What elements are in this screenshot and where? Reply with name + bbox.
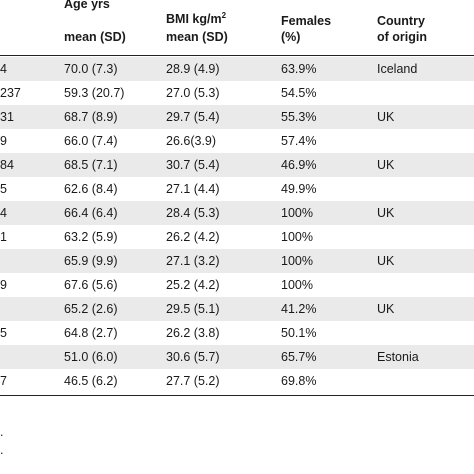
cell-age: 63.2 (5.9) xyxy=(64,230,118,244)
cell-females: 100% xyxy=(281,206,313,220)
row-band xyxy=(0,105,474,129)
cell-females: 54.5% xyxy=(281,86,317,100)
cell-females: 50.1% xyxy=(281,326,317,340)
footnote: . xyxy=(0,425,4,439)
cell-n: 7 xyxy=(0,374,7,388)
cell-females: 55.3% xyxy=(281,110,317,124)
row-band xyxy=(0,153,474,177)
table-row: 7 46.5 (6.2) 27.7 (5.2) 69.8% xyxy=(0,369,474,393)
cell-age: 46.5 (6.2) xyxy=(64,374,118,388)
cell-age: 66.4 (6.4) xyxy=(64,206,118,220)
cell-bmi: 25.2 (4.2) xyxy=(166,278,220,292)
cell-females: 100% xyxy=(281,230,313,244)
cell-bmi: 29.5 (5.1) xyxy=(166,302,220,316)
cell-n: 84 xyxy=(0,158,14,172)
cell-age: 67.6 (5.6) xyxy=(64,278,118,292)
cell-bmi: 28.4 (5.3) xyxy=(166,206,220,220)
cell-females: 41.2% xyxy=(281,302,317,316)
cell-n: 4 xyxy=(0,62,7,76)
cell-country: Iceland xyxy=(377,62,418,76)
cell-country: UK xyxy=(377,158,395,172)
country-subheader: of origin xyxy=(377,30,427,44)
row-band xyxy=(0,249,474,273)
table-row: 84 68.5 (7.1) 30.7 (5.4) 46.9% UK xyxy=(0,153,474,177)
age-header: Age yrs xyxy=(64,0,110,11)
cell-age: 62.6 (8.4) xyxy=(64,182,118,196)
cell-country: UK xyxy=(377,254,395,268)
table-row: 9 66.0 (7.4) 26.6(3.9) 57.4% xyxy=(0,129,474,153)
cell-age: 68.7 (8.9) xyxy=(64,110,118,124)
cell-females: 57.4% xyxy=(281,134,317,148)
cell-n: 9 xyxy=(0,134,7,148)
header-rule xyxy=(0,55,474,56)
cell-age: 68.5 (7.1) xyxy=(64,158,118,172)
cell-females: 46.9% xyxy=(281,158,317,172)
cell-age: 70.0 (7.3) xyxy=(64,62,118,76)
cell-country: UK xyxy=(377,206,395,220)
females-subheader: (%) xyxy=(281,30,301,44)
cell-n: 5 xyxy=(0,182,7,196)
footnote: . xyxy=(0,443,4,457)
cell-bmi: 26.2 (4.2) xyxy=(166,230,220,244)
row-band xyxy=(0,57,474,81)
cell-females: 100% xyxy=(281,278,313,292)
bmi-header: BMI kg/m2 xyxy=(166,12,226,27)
cell-age: 65.2 (2.6) xyxy=(64,302,118,316)
cell-females: 63.9% xyxy=(281,62,317,76)
cell-bmi: 29.7 (5.4) xyxy=(166,110,220,124)
table-row: 31 68.7 (8.9) 29.7 (5.4) 55.3% UK xyxy=(0,105,474,129)
cell-n: 1 xyxy=(0,230,7,244)
cell-age: 65.9 (9.9) xyxy=(64,254,118,268)
cell-bmi: 26.6(3.9) xyxy=(166,134,217,148)
cell-bmi: 27.1 (4.4) xyxy=(166,182,220,196)
table-row: 5 62.6 (8.4) 27.1 (4.4) 49.9% xyxy=(0,177,474,201)
table-row: 65.9 (9.9) 27.1 (3.2) 100% UK xyxy=(0,249,474,273)
table-row: 5 64.8 (2.7) 26.2 (3.8) 50.1% xyxy=(0,321,474,345)
cell-bmi: 27.1 (3.2) xyxy=(166,254,220,268)
cell-bmi: 27.0 (5.3) xyxy=(166,86,220,100)
bmi-superscript: 2 xyxy=(221,11,227,20)
table-row: 65.2 (2.6) 29.5 (5.1) 41.2% UK xyxy=(0,297,474,321)
cell-females: 49.9% xyxy=(281,182,317,196)
bottom-rule xyxy=(0,395,474,396)
females-header: Females xyxy=(281,14,332,28)
bmi-subheader: mean (SD) xyxy=(166,30,228,44)
cell-bmi: 30.6 (5.7) xyxy=(166,350,220,364)
row-band xyxy=(0,201,474,225)
cell-country: Estonia xyxy=(377,350,419,364)
cell-age: 66.0 (7.4) xyxy=(64,134,118,148)
cell-age: 51.0 (6.0) xyxy=(64,350,118,364)
row-band xyxy=(0,345,474,369)
table-row: 51.0 (6.0) 30.6 (5.7) 65.7% Estonia xyxy=(0,345,474,369)
cell-females: 69.8% xyxy=(281,374,317,388)
bmi-label: BMI kg/m xyxy=(166,12,222,26)
cell-bmi: 26.2 (3.8) xyxy=(166,326,220,340)
cell-n: 9 xyxy=(0,278,7,292)
country-header: Country xyxy=(377,14,425,28)
table-row: 1 63.2 (5.9) 26.2 (4.2) 100% xyxy=(0,225,474,249)
table-row: 4 66.4 (6.4) 28.4 (5.3) 100% UK xyxy=(0,201,474,225)
cell-country: UK xyxy=(377,302,395,316)
cell-females: 65.7% xyxy=(281,350,317,364)
cell-bmi: 28.9 (4.9) xyxy=(166,62,220,76)
cell-bmi: 30.7 (5.4) xyxy=(166,158,220,172)
cell-females: 100% xyxy=(281,254,313,268)
cell-age: 59.3 (20.7) xyxy=(64,86,125,100)
row-band xyxy=(0,297,474,321)
table-row: 237 59.3 (20.7) 27.0 (5.3) 54.5% xyxy=(0,81,474,105)
table-row: 4 70.0 (7.3) 28.9 (4.9) 63.9% Iceland xyxy=(0,57,474,81)
age-subheader: mean (SD) xyxy=(64,30,126,44)
cell-n: 237 xyxy=(0,86,21,100)
cell-bmi: 27.7 (5.2) xyxy=(166,374,220,388)
cell-n: 4 xyxy=(0,206,7,220)
cell-age: 64.8 (2.7) xyxy=(64,326,118,340)
table-row: 9 67.6 (5.6) 25.2 (4.2) 100% xyxy=(0,273,474,297)
cell-n: 31 xyxy=(0,110,14,124)
cell-country: UK xyxy=(377,110,395,124)
cell-n: 5 xyxy=(0,326,7,340)
